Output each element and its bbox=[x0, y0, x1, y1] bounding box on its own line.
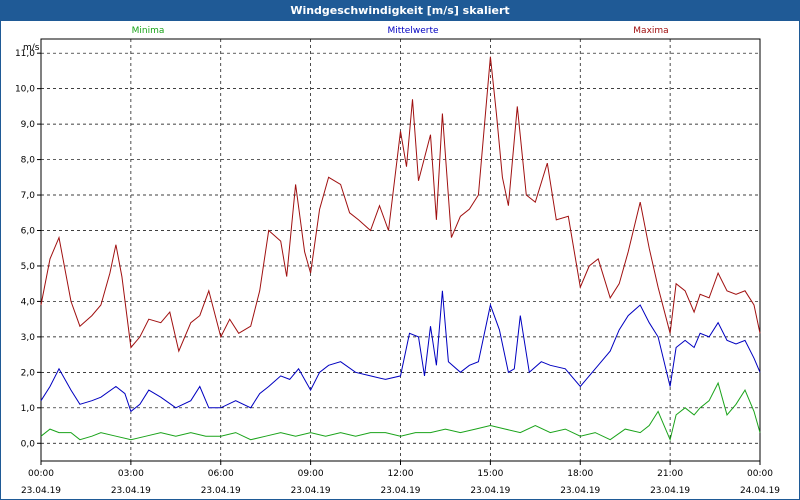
y-tick-label: 5,0 bbox=[21, 262, 36, 272]
y-tick-label: 11,0 bbox=[15, 49, 35, 59]
y-tick-label: 9,0 bbox=[21, 120, 36, 130]
x-tick-date: 23.04.19 bbox=[560, 486, 600, 496]
legend-entry-minima: Minima bbox=[132, 26, 165, 36]
x-tick-date: 23.04.19 bbox=[111, 486, 151, 496]
x-tick-date: 23.04.19 bbox=[201, 486, 241, 496]
x-tick-time: 12:00 bbox=[388, 469, 414, 479]
x-tick-date: 23.04.19 bbox=[291, 486, 331, 496]
series-line-mittelwerte bbox=[40, 290, 761, 413]
x-tick-date: 23.04.19 bbox=[650, 486, 690, 496]
y-tick-label: 1,0 bbox=[21, 404, 36, 414]
x-tick-time: 00:00 bbox=[28, 469, 54, 479]
x-tick-time: 00:00 bbox=[747, 469, 773, 479]
y-axis-unit: m/s bbox=[23, 43, 40, 53]
y-tick-label: 6,0 bbox=[21, 226, 36, 236]
x-tick-time: 15:00 bbox=[477, 469, 503, 479]
y-tick-label: 10,0 bbox=[15, 85, 35, 95]
x-tick-time: 06:00 bbox=[208, 469, 234, 479]
x-tick-date: 23.04.19 bbox=[380, 486, 420, 496]
series-line-maxima bbox=[40, 56, 761, 353]
x-tick-time: 18:00 bbox=[567, 469, 593, 479]
y-tick-label: 8,0 bbox=[21, 156, 36, 166]
y-tick-label: 4,0 bbox=[21, 297, 36, 307]
y-tick-label: 0,0 bbox=[21, 439, 36, 449]
legend-entry-mittelwerte: Mittelwerte bbox=[387, 26, 438, 36]
x-tick-time: 03:00 bbox=[118, 469, 144, 479]
x-tick-date: 24.04.19 bbox=[740, 486, 780, 496]
x-tick-time: 21:00 bbox=[657, 469, 683, 479]
x-tick-date: 23.04.19 bbox=[21, 486, 61, 496]
legend-entry-maxima: Maxima bbox=[633, 26, 668, 36]
x-tick-time: 09:00 bbox=[298, 469, 324, 479]
y-tick-label: 7,0 bbox=[21, 191, 36, 201]
y-tick-label: 2,0 bbox=[21, 368, 36, 378]
y-tick-label: 3,0 bbox=[21, 333, 36, 343]
x-tick-date: 23.04.19 bbox=[470, 486, 510, 496]
window-title: Windgeschwindigkeit [m/s] skaliert bbox=[1, 1, 799, 21]
series-line-minima bbox=[40, 381, 761, 442]
